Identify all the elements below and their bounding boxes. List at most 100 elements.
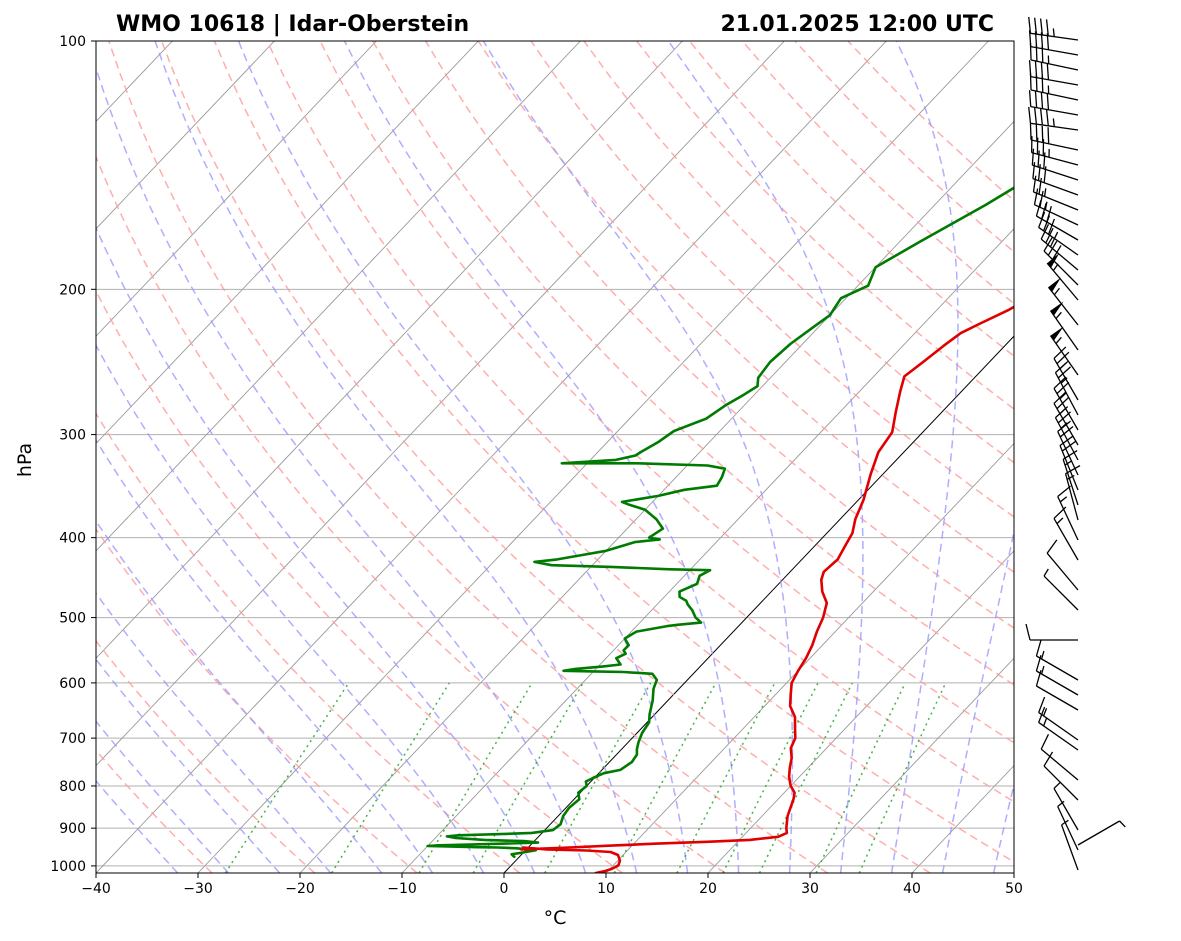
wind-barb-staff	[1038, 711, 1079, 741]
wind-barb-feather	[1035, 124, 1038, 142]
wind-barb-staff	[1040, 748, 1079, 781]
wind-barb-feather	[1043, 166, 1047, 183]
isotherm-line	[299, 120, 1014, 873]
wind-barb-half-feather	[1052, 28, 1055, 37]
wind-barb-staff	[1057, 496, 1079, 541]
moist-adiabat-line	[96, 779, 179, 873]
x-tick-label: 0	[500, 881, 509, 897]
dry-adiabat-line	[96, 749, 213, 873]
isotherm-line	[96, 41, 479, 445]
moist-adiabat-line	[96, 343, 485, 873]
wind-barb	[1049, 326, 1079, 376]
wind-barb-feather	[1057, 366, 1071, 379]
mixing-ratio-line	[815, 682, 906, 873]
wind-barb-half-feather	[1042, 717, 1048, 727]
wind-barb-staff	[1046, 552, 1079, 591]
wind-barb	[1029, 43, 1079, 71]
wind-barb-feather	[1045, 19, 1049, 36]
wind-barb-half-feather	[1066, 474, 1075, 480]
wind-barb-staff	[1043, 765, 1079, 801]
wind-barb-feather	[1033, 188, 1039, 205]
wind-barb-feather	[1056, 381, 1070, 395]
wind-barb	[1033, 188, 1079, 226]
dry-adiabat-line	[266, 41, 1014, 803]
x-tick-label: 50	[1005, 881, 1023, 897]
dry-adiabat-line	[636, 41, 1014, 411]
wind-barb-feather	[1039, 18, 1043, 36]
wind-barb-feather	[1056, 351, 1070, 365]
wind-barb-feather	[1040, 32, 1044, 49]
wind-barb-feather	[1028, 106, 1032, 124]
x-axis-label: °C	[544, 907, 567, 929]
dry-adiabat-line	[96, 289, 623, 873]
isotherm-line	[707, 550, 1014, 873]
wind-barb-feather	[1040, 62, 1044, 79]
wind-barb-feather	[1053, 376, 1067, 389]
wind-barb-feather	[1059, 435, 1074, 447]
x-tick-label: −30	[183, 881, 213, 897]
wind-barb-feather	[1039, 190, 1044, 208]
wind-barb-staff	[1036, 215, 1079, 241]
dry-adiabat-line	[213, 41, 1014, 863]
dry-adiabat-line	[96, 412, 521, 873]
wind-barb-pennant	[1047, 252, 1060, 268]
wind-barb	[1025, 623, 1078, 641]
dry-adiabat-line	[583, 41, 1014, 464]
wind-barb-feather	[1038, 211, 1046, 228]
wind-barb-staff	[1030, 106, 1079, 116]
wind-barb	[1043, 751, 1079, 801]
moist-adiabat-line	[890, 41, 959, 873]
dewpoint-profile	[426, 186, 1014, 859]
dry-adiabat-line	[372, 41, 1014, 686]
wind-barb-staff	[1038, 721, 1079, 751]
wind-barb-feather	[1025, 623, 1031, 641]
wind-barb-half-feather	[1043, 188, 1047, 197]
wind-barb-feather	[1053, 506, 1067, 519]
y-axis-label: hPa	[14, 443, 36, 477]
wind-barb	[1032, 175, 1079, 211]
wind-barb	[1057, 420, 1079, 476]
wind-barb-staff	[1030, 122, 1079, 131]
x-tick-label: 30	[801, 881, 819, 897]
wind-barb-feather	[1029, 43, 1032, 61]
wind-barb-half-feather	[1056, 517, 1064, 525]
wind-barb-feather	[1038, 177, 1042, 195]
wind-barb-feather	[1043, 236, 1054, 252]
wind-barb	[1046, 539, 1079, 591]
wind-barb	[1053, 376, 1079, 431]
wind-barb	[1029, 73, 1079, 101]
wind-barb	[1064, 465, 1081, 521]
moist-adiabat-line	[96, 658, 281, 873]
wind-barb-half-feather	[1041, 665, 1045, 675]
isotherm-line	[809, 657, 1014, 873]
wind-barb	[1057, 800, 1079, 851]
wind-barb-feather	[1035, 199, 1042, 217]
y-tick-label: 200	[59, 282, 86, 298]
zero-isotherm	[503, 335, 1014, 873]
wind-barb-feather	[1041, 76, 1044, 93]
wind-barb	[1040, 224, 1079, 271]
wind-barb	[1077, 820, 1126, 846]
wind-barb	[1049, 301, 1079, 351]
wind-barb-feather	[1042, 215, 1051, 232]
wind-barb-feather	[1032, 175, 1037, 193]
wind-barb-feather	[1031, 148, 1035, 166]
wind-barb	[1047, 277, 1079, 326]
isotherm-line	[605, 442, 1014, 873]
wind-barb-staff	[1053, 518, 1079, 561]
wind-barb	[1038, 696, 1079, 741]
wind-barb-feather	[1053, 346, 1067, 359]
title-right: 21.01.2025 12:00 UTC	[720, 12, 994, 37]
wind-barb	[1053, 782, 1079, 831]
wind-barb-feather	[1029, 123, 1032, 141]
wind-barb-half-feather	[1044, 201, 1048, 210]
wind-barb-half-feather	[1061, 819, 1069, 826]
wind-barb-feather	[1032, 162, 1036, 179]
isotherm-line	[401, 228, 1014, 873]
wind-barb-feather	[1046, 33, 1050, 50]
wind-barb-staff	[1049, 335, 1079, 376]
wind-barb	[1040, 734, 1079, 781]
wind-barb	[1046, 252, 1079, 301]
y-tick-label: 900	[59, 821, 86, 837]
wind-barb-feather	[1057, 485, 1071, 498]
